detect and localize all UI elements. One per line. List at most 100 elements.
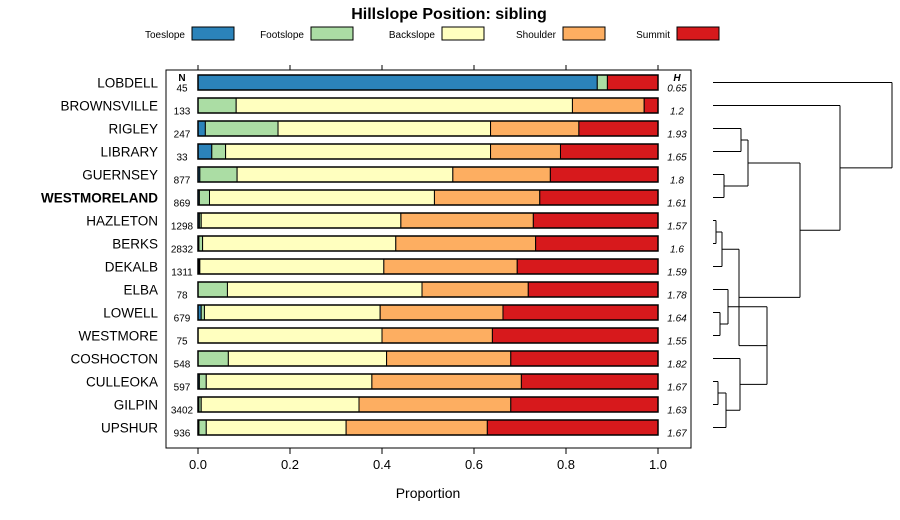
n-value: 548 — [174, 360, 191, 371]
bar-segment-backslope — [200, 396, 360, 413]
row-label: WESTMORELAND — [41, 191, 158, 206]
bar-rows: LOBDELL 45 0.65 BROWNSVILLE 133 1.2 RIGLEY 247 1… — [41, 74, 687, 440]
n-value: 247 — [174, 130, 191, 141]
bar-segment-shoulder — [490, 143, 561, 160]
bar-segment-shoulder — [371, 373, 522, 390]
bar-segment-toeslope — [197, 74, 598, 91]
bar-segment-shoulder — [400, 212, 534, 229]
n-value: 133 — [174, 107, 191, 118]
bar-segment-backslope — [202, 235, 397, 252]
bar-segment-footslope — [197, 281, 228, 298]
row-label: UPSHUR — [101, 421, 158, 436]
bar-segment-backslope — [277, 120, 492, 137]
legend-label-shoulder: Shoulder — [516, 30, 557, 41]
dendrogram — [713, 82, 893, 428]
n-value: 1311 — [171, 268, 193, 279]
bar-segment-shoulder — [395, 235, 537, 252]
h-value: 0.65 — [667, 84, 687, 95]
row-westmore: WESTMORE 75 1.55 — [79, 327, 687, 348]
bar-segment-backslope — [203, 304, 381, 321]
bar-segment-toeslope — [197, 143, 213, 160]
chart-title: Hillslope Position: sibling — [351, 6, 547, 23]
bar-segment-summit — [516, 258, 659, 275]
bar-segment-shoulder — [386, 350, 512, 367]
row-label: DEKALB — [105, 260, 158, 275]
row-coshocton: COSHOCTON 548 1.82 — [70, 350, 687, 371]
h-value: 1.63 — [667, 406, 687, 417]
h-value: 1.82 — [667, 360, 687, 371]
bar-outline — [197, 281, 659, 298]
h-value: 1.8 — [670, 176, 684, 187]
bar-segment-backslope — [197, 327, 383, 344]
bar-segment-backslope — [225, 143, 492, 160]
legend: Toeslope Footslope Backslope Shoulder Summit — [145, 26, 720, 41]
bar-segment-backslope — [236, 166, 454, 183]
n-value: 3402 — [171, 406, 194, 417]
n-value: 679 — [174, 314, 191, 325]
row-rigley: RIGLEY 247 1.93 — [108, 120, 687, 141]
legend-label-backslope: Backslope — [389, 30, 436, 41]
bar-segment-footslope — [596, 74, 608, 91]
bar-segment-footslope — [198, 235, 204, 252]
row-guernsey: GUERNSEY 877 1.8 — [82, 166, 684, 187]
row-lobdell: LOBDELL 45 0.65 — [97, 74, 687, 95]
bar-segment-summit — [527, 281, 659, 298]
bar-segment-summit — [486, 419, 659, 436]
h-value: 1.64 — [667, 314, 687, 325]
bar-segment-summit — [643, 97, 659, 114]
bar-segment-footslope — [198, 189, 211, 206]
bar-outline — [197, 304, 659, 321]
legend-label-toeslope: Toeslope — [145, 30, 185, 41]
plot-frame — [165, 69, 692, 449]
bar-segment-summit — [532, 212, 659, 229]
bar-outline — [197, 166, 659, 183]
bar-outline — [197, 235, 659, 252]
bar-segment-shoulder — [452, 166, 551, 183]
legend-swatch-footslope — [310, 26, 354, 41]
row-berks: BERKS 2832 1.6 — [112, 235, 684, 256]
legend-swatch-shoulder — [562, 26, 606, 41]
x-axis-label: Proportion — [396, 485, 461, 501]
row-elba: ELBA 78 1.78 — [123, 281, 687, 302]
n-value: 33 — [176, 153, 188, 164]
bar-segment-shoulder — [490, 120, 580, 137]
bar-segment-summit — [502, 304, 659, 321]
bar-outline — [197, 373, 659, 390]
n-value: 2832 — [171, 245, 194, 256]
bar-segment-footslope — [211, 143, 227, 160]
bar-segment-backslope — [209, 189, 435, 206]
bar-outline — [197, 143, 659, 160]
row-brownsville: BROWNSVILLE 133 1.2 — [60, 97, 684, 118]
h-value: 1.55 — [667, 337, 687, 348]
bar-outline — [197, 327, 659, 344]
bar-segment-summit — [491, 327, 659, 344]
bar-segment-footslope — [198, 419, 207, 436]
bar-outline — [197, 258, 659, 275]
n-value: 75 — [176, 337, 188, 348]
row-label: LIBRARY — [100, 145, 158, 160]
h-value: 1.67 — [667, 383, 687, 394]
bar-outline — [197, 189, 659, 206]
h-value: 1.67 — [667, 429, 687, 440]
row-culleoka: CULLEOKA 597 1.67 — [86, 373, 687, 394]
x-axis: 0.0 0.2 0.4 0.6 0.8 1.0 — [189, 65, 667, 472]
row-gilpin: GILPIN 3402 1.63 — [114, 396, 687, 417]
n-value: 1298 — [171, 222, 194, 233]
h-column-header: H — [673, 73, 681, 84]
bar-segment-summit — [510, 350, 659, 367]
n-value: 78 — [176, 291, 188, 302]
x-tick-label: 1.0 — [649, 457, 667, 472]
bar-segment-backslope — [205, 419, 347, 436]
n-value: 869 — [174, 199, 191, 210]
row-label: WESTMORE — [79, 329, 159, 344]
n-column-header: N — [178, 73, 185, 84]
row-label: RIGLEY — [108, 122, 158, 137]
h-value: 1.93 — [667, 130, 687, 141]
legend-swatch-summit — [676, 26, 720, 41]
bar-segment-summit — [510, 396, 659, 413]
row-label: BERKS — [112, 237, 158, 252]
bar-segment-backslope — [235, 97, 573, 114]
x-tick-label: 0.2 — [281, 457, 299, 472]
h-value: 1.65 — [667, 153, 687, 164]
